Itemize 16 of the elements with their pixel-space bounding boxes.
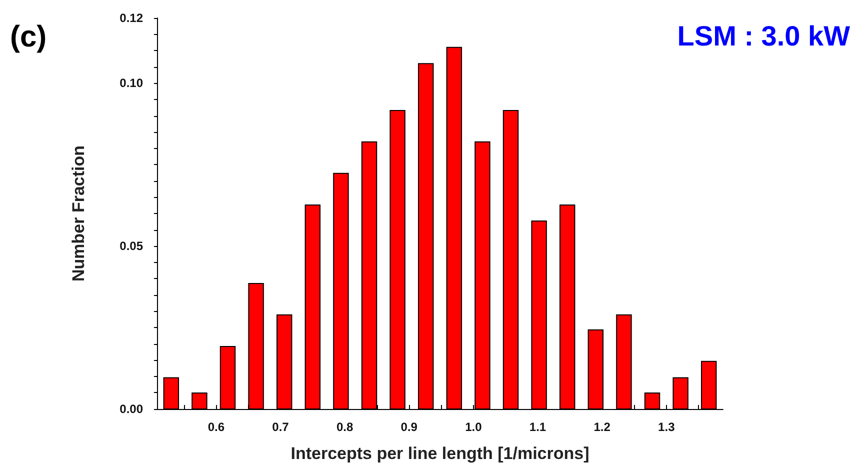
x-tick-label: 1.0 <box>465 420 482 434</box>
x-axis-title: Intercepts per line length [1/microns] <box>290 444 590 463</box>
x-tick-label: 1.3 <box>658 420 676 434</box>
x-tick-label: 0.9 <box>400 420 418 434</box>
y-tick-label: 0.05 <box>120 239 144 254</box>
y-tick-label: 0.00 <box>120 402 144 416</box>
y-tick-label: 0.10 <box>120 76 144 90</box>
x-tick-label: 1.2 <box>594 420 611 434</box>
y-axis-title: Number Fraction <box>69 145 88 282</box>
x-tick-label: 0.7 <box>272 420 290 434</box>
x-tick-label: 0.6 <box>208 420 225 434</box>
x-tick-label: 1.1 <box>529 420 546 434</box>
annotation: LSM : 3.0 kW <box>677 20 851 52</box>
text: (c) <box>10 20 47 54</box>
x-tick-label: 0.8 <box>336 420 354 434</box>
y-tick-label: 0.12 <box>120 11 144 25</box>
